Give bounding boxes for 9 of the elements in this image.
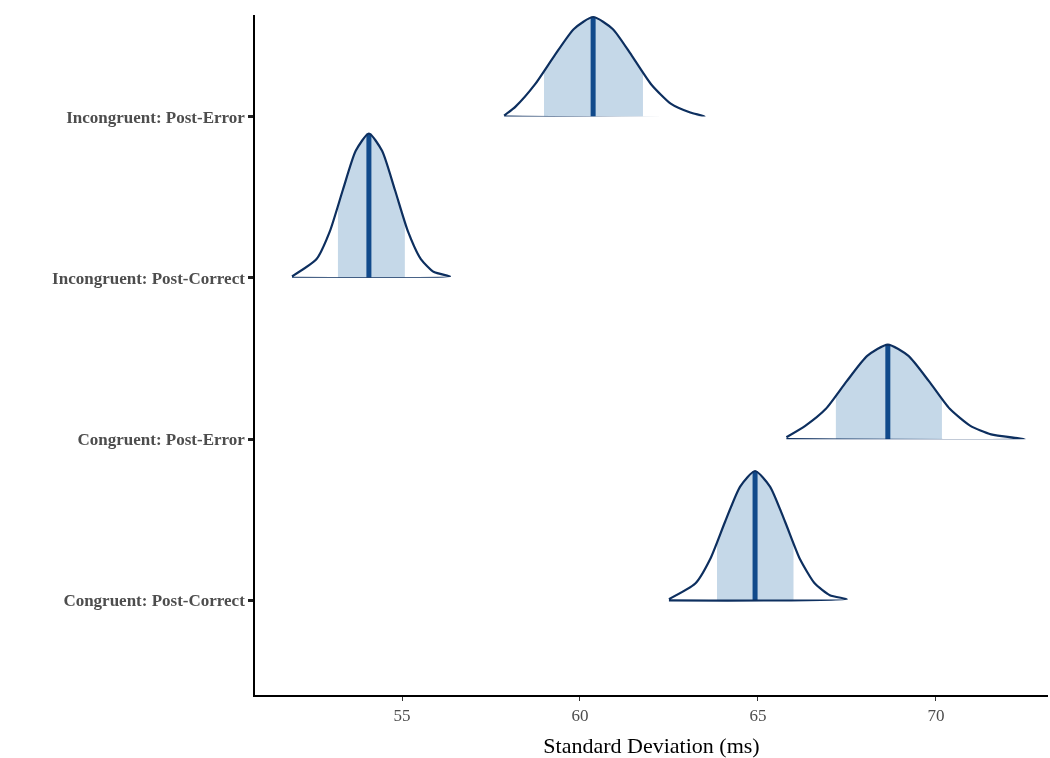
y-axis-title: Congruent: Post-Error	[77, 430, 246, 450]
y-axis-title: Incongruent: Post-Error	[66, 107, 246, 127]
x-tick-label: 60	[571, 706, 589, 726]
y-axis-title: Incongruent: Post-Correct	[52, 268, 246, 288]
x-tick-label: 65	[749, 706, 767, 726]
x-axis-title: Standard Deviation (ms)	[543, 733, 760, 758]
x-tick-label: 70	[927, 706, 945, 726]
y-axis-title: Congruent: Post-Correct	[63, 591, 246, 611]
x-tick-label: 55	[393, 706, 411, 726]
